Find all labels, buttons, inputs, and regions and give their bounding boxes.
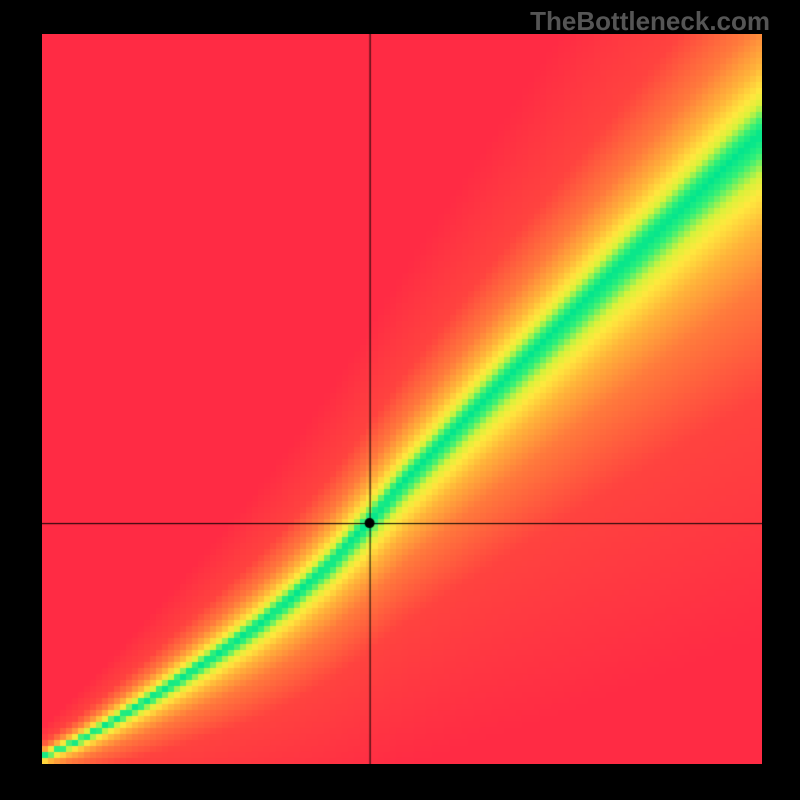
bottleneck-heatmap xyxy=(42,34,762,764)
chart-container: TheBottleneck.com xyxy=(0,0,800,800)
watermark-text: TheBottleneck.com xyxy=(530,6,770,37)
